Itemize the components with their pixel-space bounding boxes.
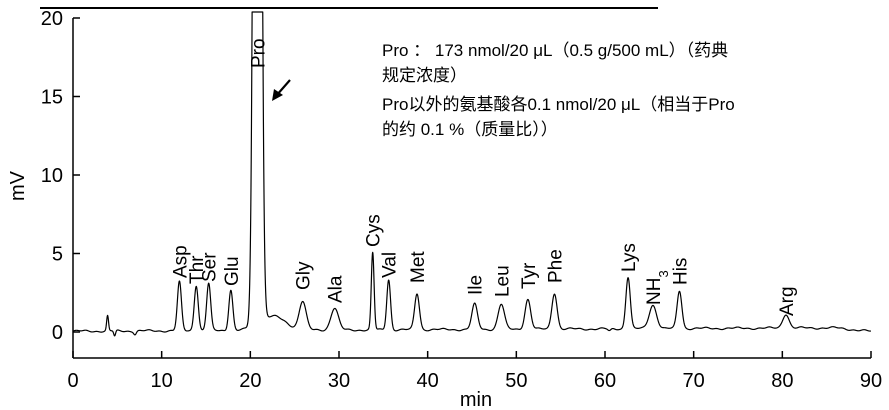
peak-label-ala: Ala <box>326 275 347 303</box>
peak-label-his: His <box>670 258 691 285</box>
x-tick-label: 40 <box>417 370 439 392</box>
x-tick-label: 20 <box>239 370 261 392</box>
pro-arrow <box>272 79 291 101</box>
y-tick-label: 20 <box>41 8 63 30</box>
annotation-line: Pro ： 173 nmol/20 μL（0.5 g/500 mL）（药典 <box>382 41 728 60</box>
peak-label-cys: Cys <box>364 214 385 247</box>
peak-label-thr: Thr <box>187 255 208 284</box>
x-tick-label: 70 <box>683 370 705 392</box>
peak-label-phe: Phe <box>545 249 566 283</box>
y-tick-label: 15 <box>41 87 63 109</box>
x-tick-label: 60 <box>594 370 616 392</box>
annotation-line: 规定浓度） <box>382 66 467 85</box>
peak-label-ser: Ser <box>200 252 221 282</box>
annotation-line: 的约 0.1 %（质量比）） <box>382 120 558 139</box>
axes <box>72 18 871 359</box>
x-axis-ticks: 0 10 20 30 40 50 60 70 80 90 <box>67 351 882 392</box>
x-tick-label: 80 <box>771 370 793 392</box>
x-tick-label: 90 <box>860 370 882 392</box>
x-tick-label: 50 <box>505 370 527 392</box>
y-tick-label: 0 <box>52 322 63 344</box>
peak-label-nh3: NH3 <box>644 270 671 305</box>
y-tick-label: 5 <box>52 244 63 266</box>
peak-label-met: Met <box>408 251 429 283</box>
x-tick-label: 10 <box>151 370 173 392</box>
annotation-line: Pro以外的氨基酸各0.1 nmol/20 μL（相当于Pro <box>382 95 735 114</box>
peak-label-glu: Glu <box>222 256 243 286</box>
peak-label-val: Val <box>380 252 401 278</box>
x-tick-label: 30 <box>328 370 350 392</box>
chromatogram-trace <box>72 11 872 337</box>
x-tick-label: 0 <box>67 370 78 392</box>
peak-label-pro: Pro <box>248 38 269 68</box>
y-tick-label: 10 <box>41 165 63 187</box>
y-axis-ticks: 0 5 10 15 20 <box>41 8 80 344</box>
peak-label-ile: Ile <box>466 275 487 295</box>
y-axis-title: mV <box>7 170 29 201</box>
peak-label-lys: Lys <box>619 243 640 272</box>
x-axis-title: min <box>460 389 492 410</box>
annotation-text: Pro ： 173 nmol/20 μL（0.5 g/500 mL）（药典 规定… <box>382 41 735 139</box>
peak-label-gly: Gly <box>294 261 315 290</box>
peak-label-arg: Arg <box>777 286 798 316</box>
peak-label-tyr: Tyr <box>519 262 540 289</box>
peak-label-asp: Asp <box>170 245 191 278</box>
peak-label-leu: Leu <box>492 265 513 297</box>
